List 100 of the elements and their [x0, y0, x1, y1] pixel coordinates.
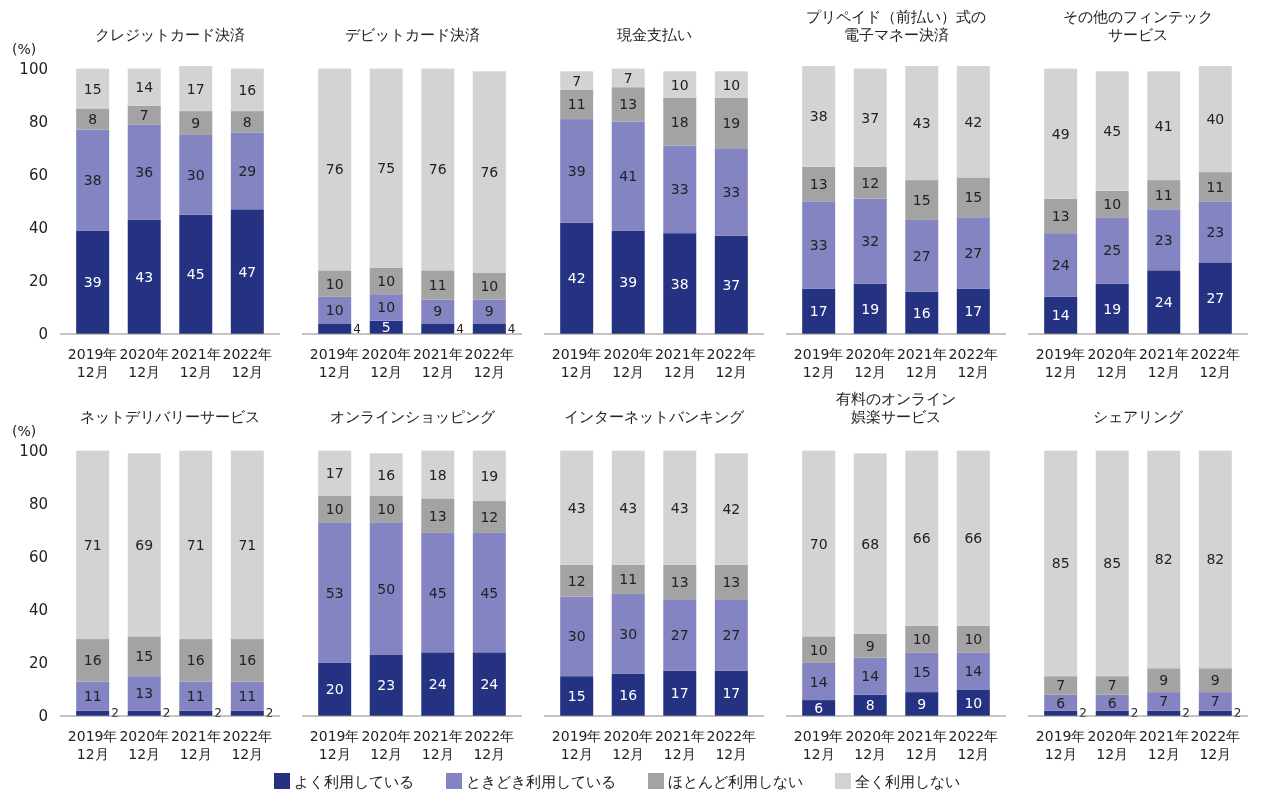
data-label: 25 [1103, 242, 1122, 259]
data-label: 4 [507, 321, 516, 336]
bar [76, 681, 110, 711]
x-tick-label: 2021年 12月 [412, 728, 463, 762]
data-label: 71 [186, 536, 205, 553]
data-label: 8 [242, 113, 252, 130]
data-label: 10 [964, 631, 983, 648]
data-label: 9 [1210, 672, 1220, 689]
bar [318, 323, 352, 334]
x-tick-label: 2019年 12月 [551, 346, 602, 380]
data-label: 24 [428, 676, 447, 693]
legend-label: ときどき利用している [466, 773, 616, 791]
data-label: 20 [325, 681, 344, 698]
x-tick-label: 2020年 12月 [119, 346, 170, 380]
data-label: 11 [428, 276, 447, 293]
bar [421, 270, 455, 300]
bar [560, 564, 594, 597]
legend-label: 全く利用しない [855, 773, 960, 791]
bar [560, 450, 594, 565]
data-label: 27 [1206, 290, 1225, 307]
data-label: 23 [1154, 231, 1173, 248]
data-label: 10 [722, 76, 741, 93]
data-label: 76 [480, 164, 499, 181]
data-label: 4 [353, 321, 361, 336]
data-label: 10 [377, 299, 396, 316]
data-label: 82 [1154, 551, 1173, 568]
data-label: 14 [135, 79, 154, 96]
data-label: 7 [572, 72, 582, 89]
bar [853, 198, 887, 284]
bar [472, 652, 506, 716]
bar [663, 145, 697, 234]
bar [1198, 450, 1232, 669]
y-tick-label: 0 [38, 707, 48, 725]
bar [905, 66, 939, 181]
bar [1147, 270, 1181, 334]
bar [421, 323, 455, 334]
bar [714, 670, 748, 716]
data-label: 27 [912, 247, 931, 264]
bar [802, 166, 836, 202]
data-label: 66 [964, 530, 983, 547]
y-tick-label: 40 [28, 218, 48, 237]
data-label: 38 [83, 172, 102, 189]
data-label: 10 [480, 278, 499, 295]
bar [179, 639, 213, 682]
bar [714, 148, 748, 236]
bar [905, 180, 939, 220]
x-tick-label: 2019年 12月 [1035, 346, 1086, 380]
data-label: 2 [111, 706, 119, 721]
bar [853, 633, 887, 658]
x-tick-label: 2019年 12月 [67, 728, 118, 762]
y-tick-label: 20 [28, 271, 48, 290]
bar [179, 214, 213, 334]
bar [802, 288, 836, 334]
bar [230, 681, 264, 711]
data-label: 9 [191, 115, 201, 132]
data-label: 17 [325, 465, 344, 482]
data-label: 70 [809, 535, 828, 552]
bar [663, 71, 697, 98]
bar [663, 670, 697, 716]
data-label: 2 [1233, 706, 1242, 721]
x-tick-label: 2020年 12月 [119, 728, 170, 762]
x-tick-label: 2021年 12月 [170, 728, 221, 762]
bar [1044, 296, 1078, 334]
legend-label: よく利用している [294, 773, 414, 791]
legend-label: ほとんど利用しない [668, 773, 803, 791]
bar [230, 639, 264, 682]
bar [663, 450, 697, 565]
data-label: 66 [912, 530, 931, 547]
data-label: 17 [809, 303, 828, 320]
data-label: 5 [381, 319, 391, 336]
bar [127, 105, 161, 125]
x-tick-label: 2021年 12月 [170, 346, 221, 380]
data-label: 41 [619, 168, 638, 185]
data-label: 11 [83, 688, 102, 705]
data-label: 10 [325, 302, 344, 319]
bar [853, 68, 887, 167]
data-label: 11 [1154, 186, 1173, 203]
x-tick-label: 2021年 12月 [654, 346, 705, 380]
data-label: 39 [619, 274, 638, 291]
bar [472, 501, 506, 533]
data-label: 33 [670, 181, 689, 198]
bar [318, 68, 352, 271]
bar [1147, 692, 1181, 711]
data-label: 43 [670, 499, 689, 516]
bar [956, 450, 990, 626]
data-label: 7 [1159, 693, 1169, 710]
data-label: 10 [325, 501, 344, 518]
bar [76, 230, 110, 334]
bar [230, 132, 264, 210]
bar [369, 654, 403, 716]
data-label: 15 [912, 664, 931, 681]
x-tick-label: 2021年 12月 [896, 728, 947, 762]
y-axis-title: (%) [12, 423, 37, 439]
x-tick-label: 2022年 12月 [948, 728, 999, 762]
bar [179, 111, 213, 135]
y-axis-title: (%) [12, 41, 37, 57]
data-label: 43 [135, 268, 154, 285]
bar [956, 66, 990, 178]
bar [611, 593, 645, 674]
data-label: 33 [722, 184, 741, 201]
